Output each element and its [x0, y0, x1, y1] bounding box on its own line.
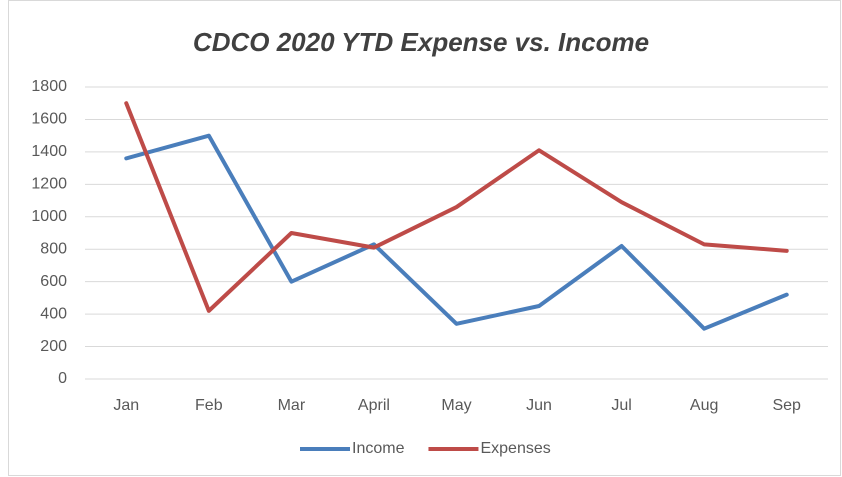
chart-title: CDCO 2020 YTD Expense vs. Income — [193, 27, 649, 57]
line-series — [124, 133, 789, 331]
x-tick-label: Sep — [772, 397, 801, 414]
y-tick-label: 800 — [40, 240, 67, 257]
x-tick-label: Jul — [611, 397, 631, 414]
y-tick-label: 1800 — [31, 78, 67, 95]
y-tick-label: 1000 — [31, 208, 67, 225]
legend-label: Expenses — [480, 440, 550, 457]
y-tick-label: 400 — [40, 305, 67, 322]
x-tick-label: Jun — [526, 397, 552, 414]
x-tick-label: Jan — [113, 397, 139, 414]
line-series — [124, 101, 789, 313]
y-tick-label: 0 — [58, 370, 67, 387]
y-tick-label: 600 — [40, 273, 67, 290]
y-tick-label: 1600 — [31, 111, 67, 128]
legend-label: Income — [352, 440, 405, 457]
y-tick-label: 200 — [40, 338, 67, 355]
x-tick-label: Aug — [690, 397, 718, 414]
chart-border — [8, 0, 841, 476]
y-tick-label: 1200 — [31, 176, 67, 193]
x-tick-label: May — [441, 397, 471, 414]
x-tick-label: Feb — [195, 397, 223, 414]
x-tick-label: April — [358, 397, 390, 414]
x-tick-label: Mar — [278, 397, 306, 414]
y-tick-label: 1400 — [31, 143, 67, 160]
